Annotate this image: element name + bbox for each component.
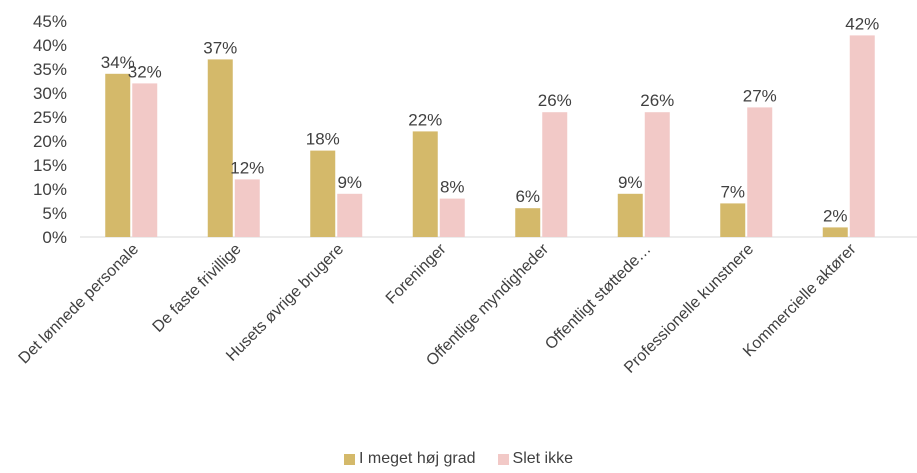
data-label-series-1: 7% xyxy=(720,182,745,201)
data-label-series-2: 12% xyxy=(230,158,264,177)
x-tick-label: Kommercielle aktører xyxy=(740,240,860,360)
bar-series-2 xyxy=(644,112,670,237)
y-tick-label: 15% xyxy=(33,156,67,175)
data-label-series-1: 22% xyxy=(408,110,442,129)
bar-series-1 xyxy=(822,227,848,237)
legend-label-series-1: I meget høj grad xyxy=(359,450,476,467)
data-label-series-2: 27% xyxy=(743,86,777,105)
data-label-series-2: 9% xyxy=(337,173,362,192)
bar-series-1 xyxy=(412,131,438,237)
legend-swatch-series-2 xyxy=(497,453,509,465)
x-tick-label: Offentligt støttede… xyxy=(542,241,654,353)
data-label-series-2: 26% xyxy=(640,91,674,110)
legend-label-series-2: Slet ikke xyxy=(512,450,573,467)
data-label-series-1: 6% xyxy=(515,187,540,206)
y-tick-label: 10% xyxy=(33,180,67,199)
bar-series-1 xyxy=(207,59,233,238)
y-tick-label: 0% xyxy=(42,228,67,247)
y-tick-label: 20% xyxy=(33,132,67,151)
bar-series-2 xyxy=(439,198,465,237)
data-label-series-1: 2% xyxy=(823,206,848,225)
y-tick-label: 30% xyxy=(33,84,67,103)
bar-series-2 xyxy=(234,179,260,237)
bar-series-2 xyxy=(337,193,363,237)
legend-swatch-series-1 xyxy=(344,453,356,465)
data-label-series-2: 42% xyxy=(845,14,879,33)
bar-series-2 xyxy=(542,112,568,237)
data-label-series-1: 18% xyxy=(306,130,340,149)
bar-series-2 xyxy=(849,35,875,238)
data-label-series-1: 37% xyxy=(203,38,237,57)
x-tick-label: De faste frivillige xyxy=(150,241,245,336)
bar-series-1 xyxy=(515,208,541,237)
bar-series-1 xyxy=(617,193,643,237)
chart-legend: I meget høj grad Slet ikke xyxy=(0,450,917,468)
data-label-series-2: 8% xyxy=(440,178,465,197)
y-tick-label: 35% xyxy=(33,60,67,79)
y-tick-label: 45% xyxy=(33,12,67,31)
data-label-series-2: 32% xyxy=(128,62,162,81)
bar-series-2 xyxy=(747,107,773,238)
legend-item-series-2: Slet ikke xyxy=(497,450,573,468)
bar-series-1 xyxy=(310,150,336,237)
legend-item-series-1: I meget høj grad xyxy=(344,450,476,468)
y-tick-label: 5% xyxy=(42,204,67,223)
bar-series-1 xyxy=(720,203,746,237)
x-tick-label: Foreninger xyxy=(383,240,450,307)
bar-series-1 xyxy=(105,73,131,237)
data-label-series-2: 26% xyxy=(538,91,572,110)
data-label-series-1: 9% xyxy=(618,173,643,192)
x-tick-label: Det lønnede personale xyxy=(16,241,143,368)
y-tick-label: 40% xyxy=(33,36,67,55)
x-tick-label: Husets øvrige brugere xyxy=(223,241,347,365)
y-tick-label: 25% xyxy=(33,108,67,127)
x-axis-labels: Det lønnede personale De faste frivillige… xyxy=(16,240,860,376)
bars-group: 34%32% 37% 12% 18% 9% 22% 8% 6% 26% 9% 26% 7% 27% 2% 4… xyxy=(101,14,879,238)
data-label-series-1: 34% xyxy=(101,53,135,72)
bar-series-2 xyxy=(132,83,158,238)
y-axis: 0% 5% 10% 15% 20% 25% 30% 35% 40% 45% xyxy=(33,12,67,247)
